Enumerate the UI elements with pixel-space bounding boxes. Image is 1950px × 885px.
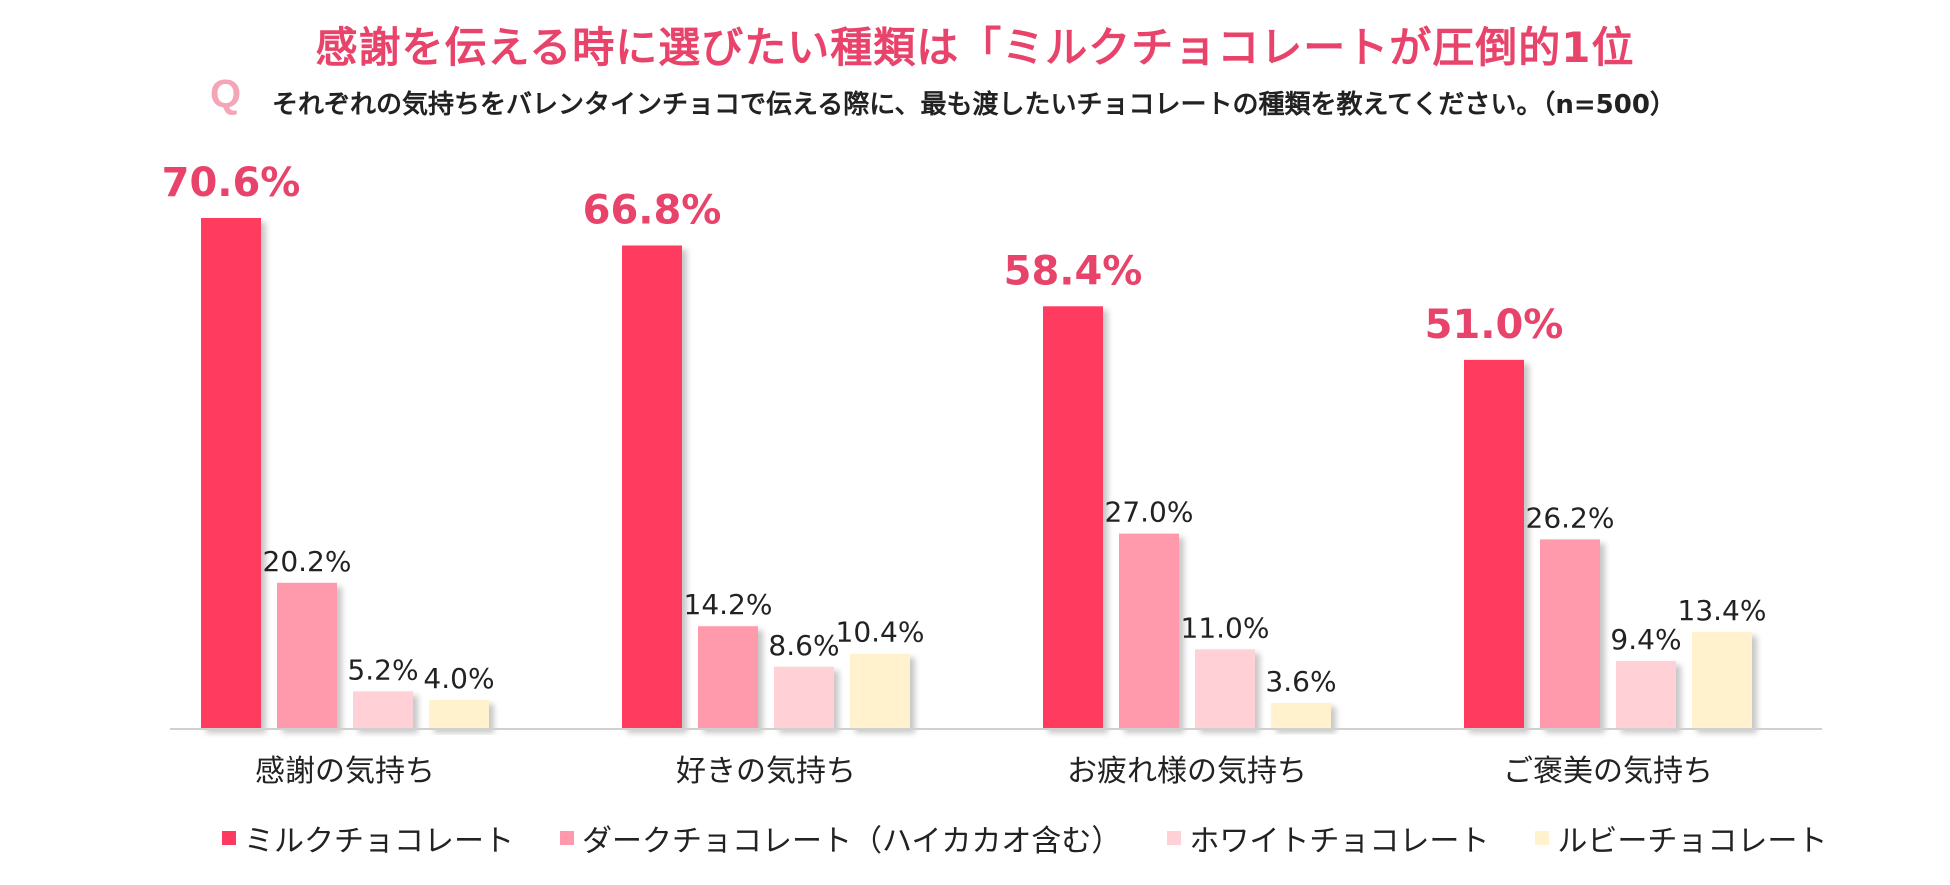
bar-2-3 [1271,702,1331,729]
data-label-1-1: 14.2% [684,588,773,621]
data-label-2-3: 3.6% [1265,665,1336,698]
bar-1-3 [850,653,910,729]
bar-3-2 [1616,660,1676,729]
bar-2-2 [1195,649,1255,729]
legend: ミルクチョコレート ダークチョコレート（ハイカカオ含む） ホワイトチョコレート ルビー… [222,816,1873,860]
data-label-1-0: 66.8% [583,188,722,234]
data-label-0-2: 5.2% [347,653,418,686]
bar-0-3 [429,700,489,729]
legend-label-2: ホワイトチョコレート [1189,824,1490,859]
data-label-0-0: 70.6% [162,160,301,206]
bar-2-1 [1119,533,1179,729]
legend-label-1: ダークチョコレート（ハイカカオ含む） [582,824,1122,859]
bar-3-3 [1692,632,1752,729]
legend-swatch-3 [1535,831,1550,845]
legend-swatch-1 [560,831,574,845]
data-label-3-3: 13.4% [1678,594,1767,627]
bar-0-2 [353,691,413,729]
chart-title: 感謝を伝える時に選びたい種類は「ミルクチョコレートが圧倒的1位 [315,23,1635,72]
category-label-3: ご褒美の気持ち [1503,754,1713,789]
legend-item-0: ミルクチョコレート [222,816,514,860]
bar-3-1 [1540,539,1600,729]
legend-label-0: ミルクチョコレート [244,824,514,859]
bar-1-2 [774,666,834,729]
category-label-1: 好きの気持ち [676,754,856,789]
bar-0-0 [201,218,261,729]
bar-2-0 [1043,306,1103,729]
legend-swatch-0 [222,831,236,845]
bar-0-1 [277,582,337,729]
bar-1-0 [622,245,682,729]
question-mark-icon: Q [210,72,242,116]
bars-group [201,218,1752,729]
labels-group: 70.6% 20.2% 5.2% 4.0% 感謝の気持ち 66.8% 14.2% 8.6%10… [162,160,1767,789]
legend-swatch-2 [1167,831,1182,845]
data-label-0-1: 20.2% [263,545,352,578]
legend-item-3: ルビーチョコレート [1535,816,1827,860]
category-label-2: お疲れ様の気持ち [1067,754,1307,789]
data-label-3-1: 26.2% [1526,501,1615,534]
legend-label-3: ルビーチョコレート [1557,824,1828,859]
data-label-1-3: 10.4% [836,616,925,649]
category-label-0: 感謝の気持ち [255,754,435,789]
data-label-3-0: 51.0% [1425,302,1564,348]
bar-1-1 [698,626,758,729]
data-label-3-2: 9.4% [1610,623,1681,656]
data-label-2-0: 58.4% [1004,248,1143,294]
data-label-2-1: 27.0% [1105,496,1194,529]
legend-item-2: ホワイトチョコレート [1167,816,1489,860]
legend-item-1: ダークチョコレート（ハイカカオ含む） [560,816,1121,860]
question-row: Q それぞれの気持ちをバレンタインチョコで伝える際に、最も渡したいチョコレートの… [210,72,1910,122]
bar-3-0 [1464,359,1524,729]
data-label-0-3: 4.0% [423,662,494,695]
question-text: それぞれの気持ちをバレンタインチョコで伝える際に、最も渡したいチョコレートの種類… [272,90,1676,120]
data-label-2-2: 11.0% [1181,611,1270,644]
data-label-1-2: 8.6% [768,629,839,662]
